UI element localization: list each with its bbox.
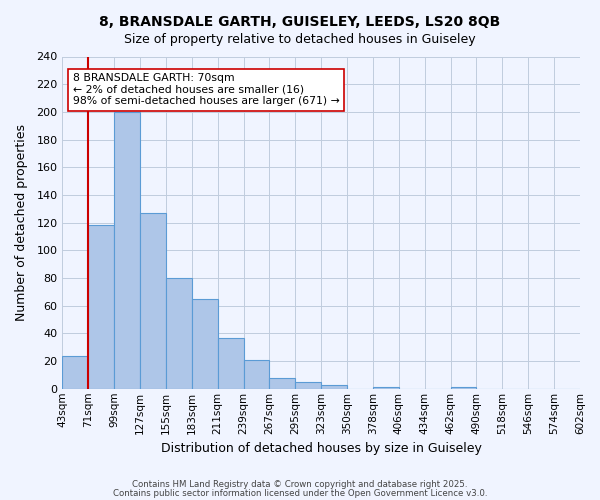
Bar xyxy=(295,382,321,389)
Y-axis label: Number of detached properties: Number of detached properties xyxy=(15,124,28,321)
Bar xyxy=(218,338,244,389)
Text: Contains HM Land Registry data © Crown copyright and database right 2025.: Contains HM Land Registry data © Crown c… xyxy=(132,480,468,489)
Bar xyxy=(88,226,114,389)
Text: 8 BRANSDALE GARTH: 70sqm
← 2% of detached houses are smaller (16)
98% of semi-de: 8 BRANSDALE GARTH: 70sqm ← 2% of detache… xyxy=(73,73,340,106)
Text: Contains public sector information licensed under the Open Government Licence v3: Contains public sector information licen… xyxy=(113,488,487,498)
Bar xyxy=(451,388,476,389)
Bar xyxy=(62,356,88,389)
Text: 8, BRANSDALE GARTH, GUISELEY, LEEDS, LS20 8QB: 8, BRANSDALE GARTH, GUISELEY, LEEDS, LS2… xyxy=(100,15,500,29)
Bar xyxy=(192,299,218,389)
Bar xyxy=(373,388,399,389)
X-axis label: Distribution of detached houses by size in Guiseley: Distribution of detached houses by size … xyxy=(161,442,482,455)
Bar xyxy=(244,360,269,389)
Bar xyxy=(140,213,166,389)
Bar xyxy=(114,112,140,389)
Text: Size of property relative to detached houses in Guiseley: Size of property relative to detached ho… xyxy=(124,32,476,46)
Bar xyxy=(321,384,347,389)
Bar xyxy=(166,278,192,389)
Bar xyxy=(269,378,295,389)
